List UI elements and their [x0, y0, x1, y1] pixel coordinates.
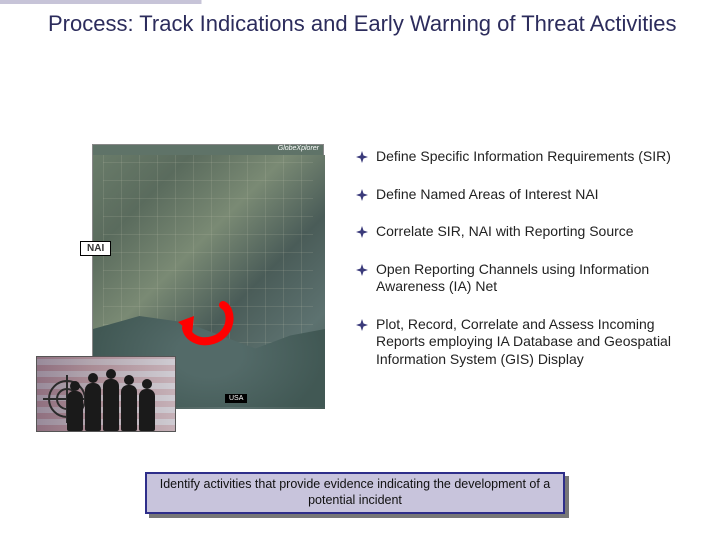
bullet-star-icon — [356, 264, 368, 276]
title-underline — [0, 0, 720, 4]
list-item: Open Reporting Channels using Informatio… — [356, 261, 690, 296]
bullet-text: Define Named Areas of Interest NAI — [376, 186, 599, 204]
bullet-list: Define Specific Information Requirements… — [356, 148, 690, 388]
page-title: Process: Track Indications and Early War… — [48, 10, 688, 38]
curved-arrow-icon — [178, 300, 238, 348]
bullet-star-icon — [356, 319, 368, 331]
list-item: Correlate SIR, NAI with Reporting Source — [356, 223, 690, 241]
list-item: Define Named Areas of Interest NAI — [356, 186, 690, 204]
bullet-star-icon — [356, 151, 368, 163]
bullet-star-icon — [356, 189, 368, 201]
list-item: Define Specific Information Requirements… — [356, 148, 690, 166]
bullet-text: Define Specific Information Requirements… — [376, 148, 671, 166]
person-silhouette — [103, 379, 119, 431]
bullet-text: Plot, Record, Correlate and Assess Incom… — [376, 316, 690, 369]
bullet-star-icon — [356, 226, 368, 238]
banner-text: Identify activities that provide evidenc… — [159, 477, 551, 508]
title-region: Process: Track Indications and Early War… — [48, 10, 688, 38]
person-silhouette — [121, 385, 137, 431]
list-item: Plot, Record, Correlate and Assess Incom… — [356, 316, 690, 369]
satellite-brand: GlobeXplorer — [278, 145, 319, 152]
person-silhouette — [67, 391, 83, 431]
usa-tag: USA — [225, 394, 247, 403]
bullet-text: Correlate SIR, NAI with Reporting Source — [376, 223, 634, 241]
overlay-photo — [36, 356, 176, 432]
banner-box: Identify activities that provide evidenc… — [145, 472, 565, 514]
people-silhouettes — [67, 371, 167, 431]
bullet-text: Open Reporting Channels using Informatio… — [376, 261, 690, 296]
person-silhouette — [139, 389, 155, 431]
banner: Identify activities that provide evidenc… — [145, 472, 565, 516]
nai-label: NAI — [80, 241, 111, 256]
slide: Process: Track Indications and Early War… — [0, 0, 720, 540]
person-silhouette — [85, 383, 101, 431]
